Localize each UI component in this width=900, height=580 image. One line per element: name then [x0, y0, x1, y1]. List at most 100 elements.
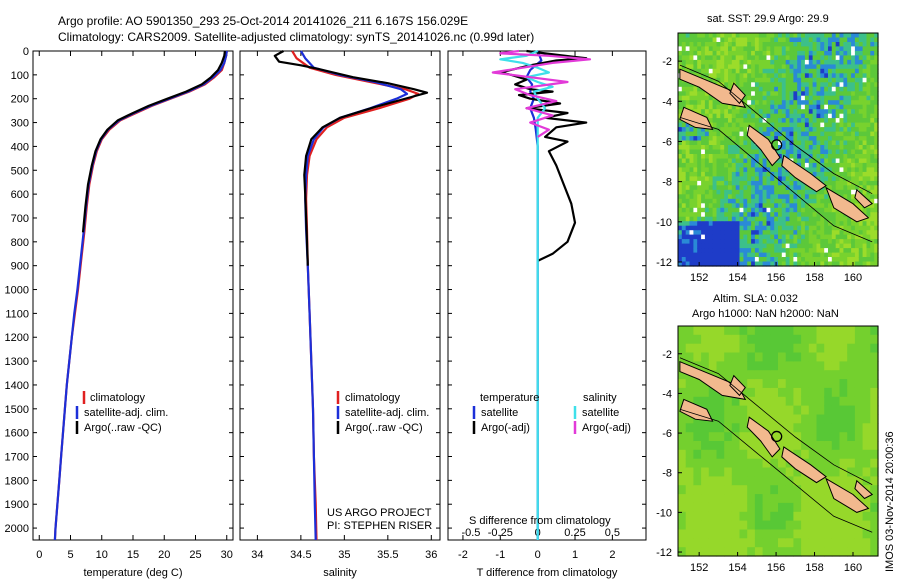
temperature-panel: 0 5 10 15 20 25 300100200300400500600700800900… [5, 46, 234, 579]
map-cell [758, 91, 764, 97]
map-cell [828, 185, 833, 191]
map-cell [743, 145, 748, 151]
map-cell [789, 95, 794, 101]
map-cell [831, 243, 837, 249]
map-cell [785, 467, 794, 477]
map-cell [870, 538, 879, 548]
map-cell [839, 162, 844, 168]
map-cell [708, 216, 714, 222]
map-cell [712, 64, 717, 70]
map-cell [681, 82, 687, 88]
map-cell [743, 194, 748, 200]
map-cell [724, 33, 729, 39]
map-cell [808, 511, 818, 522]
map-cell [874, 127, 879, 133]
map-cell [693, 334, 702, 345]
map-cell [804, 239, 810, 245]
map-cell [685, 162, 691, 168]
map-cell [704, 136, 710, 142]
map-cell [758, 180, 764, 186]
map-cell [762, 73, 767, 79]
map-cell [754, 127, 760, 133]
map-cell [774, 109, 779, 115]
map-cell [793, 343, 802, 354]
map-cell [839, 100, 844, 106]
map-cell [781, 234, 787, 240]
map-cell [797, 203, 802, 209]
map-cell [704, 64, 710, 70]
map-cell [847, 64, 852, 70]
map-cell [847, 86, 852, 92]
map-cell [724, 113, 729, 119]
map-cell [708, 180, 714, 186]
map-cell [854, 203, 860, 209]
map-cell [685, 104, 691, 110]
map-cell [870, 248, 875, 254]
map-cell [839, 176, 844, 182]
map-cell [816, 432, 825, 442]
map-cell [774, 37, 779, 43]
map-cell [766, 185, 771, 191]
map-cell [866, 180, 871, 186]
map-cell [681, 243, 687, 249]
map-cell [793, 467, 802, 477]
map-cell [808, 502, 818, 513]
map-cell [781, 136, 787, 142]
map-cell [678, 441, 687, 451]
map-cell [839, 379, 848, 389]
map-cell [793, 73, 798, 79]
map-cell [754, 243, 760, 249]
map-cell [785, 122, 791, 128]
map-cell [831, 502, 841, 513]
map-cell [839, 432, 848, 442]
map-cell [731, 149, 737, 155]
map-cell [778, 352, 787, 362]
map-cell [828, 162, 833, 168]
map-cell [862, 55, 867, 61]
map-cell [778, 261, 783, 267]
map-cell [851, 136, 856, 142]
map-cell [747, 261, 752, 267]
map-cell [843, 46, 848, 52]
map-cell [754, 82, 760, 88]
map-cell [693, 529, 702, 539]
map-cell [820, 243, 825, 249]
map-cell [728, 122, 733, 128]
map-cell [689, 203, 694, 209]
map-cell [812, 118, 817, 124]
map-cell [747, 212, 752, 218]
map-cell [762, 198, 767, 204]
map-cell [724, 140, 729, 146]
map-cell [739, 198, 744, 204]
map-cell [754, 162, 760, 168]
map-cell [731, 180, 737, 186]
map-cell [870, 145, 875, 151]
map-cell [708, 73, 714, 79]
map-cell [816, 387, 825, 398]
map-cell [835, 176, 841, 182]
map-cell [704, 95, 710, 101]
map-cell [793, 520, 802, 530]
map-cell [720, 55, 725, 61]
map-cell [858, 154, 864, 160]
map-cell [720, 162, 725, 168]
map-cell [678, 189, 683, 195]
map-cell [816, 100, 821, 106]
map-cell [762, 502, 771, 513]
map-cell [812, 154, 817, 160]
map-cell [774, 225, 779, 231]
map-cell [681, 230, 687, 236]
map-cell [762, 189, 767, 195]
map-cell [789, 176, 794, 182]
map-cell [678, 352, 687, 362]
map-cell [793, 423, 802, 433]
map-cell [858, 37, 864, 43]
map-cell [701, 334, 710, 345]
map-cell [781, 225, 787, 231]
map-cell [781, 176, 787, 182]
map-cell [766, 216, 771, 222]
map-cell [743, 198, 748, 204]
map-cell [697, 55, 702, 61]
map-cell [801, 86, 806, 92]
map-cell [824, 432, 833, 442]
